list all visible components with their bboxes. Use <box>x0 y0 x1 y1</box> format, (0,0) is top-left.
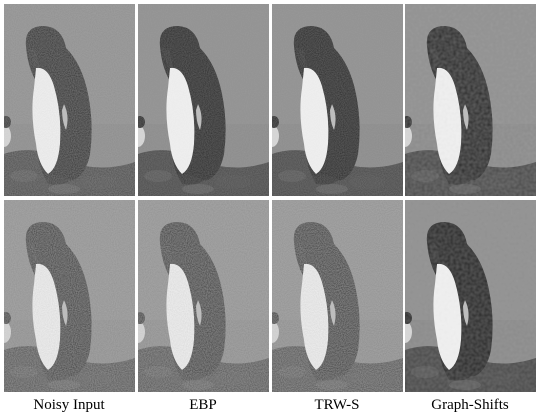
caption-trws: TRW-S <box>314 397 360 413</box>
panel-ebp-row1 <box>138 4 269 196</box>
panel-trws-row1 <box>272 4 403 196</box>
caption-noisy-input: Noisy Input <box>33 397 105 413</box>
caption-graph-shifts: Graph-Shifts <box>431 397 509 413</box>
caption-ebp: EBP <box>189 397 217 413</box>
panel-graph-shifts-row1 <box>405 4 536 196</box>
panel-ebp-row2 <box>138 200 269 392</box>
panel-graph-shifts-row2 <box>405 200 536 392</box>
panel-trws-row2 <box>272 200 403 392</box>
panel-noisy-input-row1 <box>4 4 135 196</box>
panel-noisy-input-row2 <box>4 200 135 392</box>
